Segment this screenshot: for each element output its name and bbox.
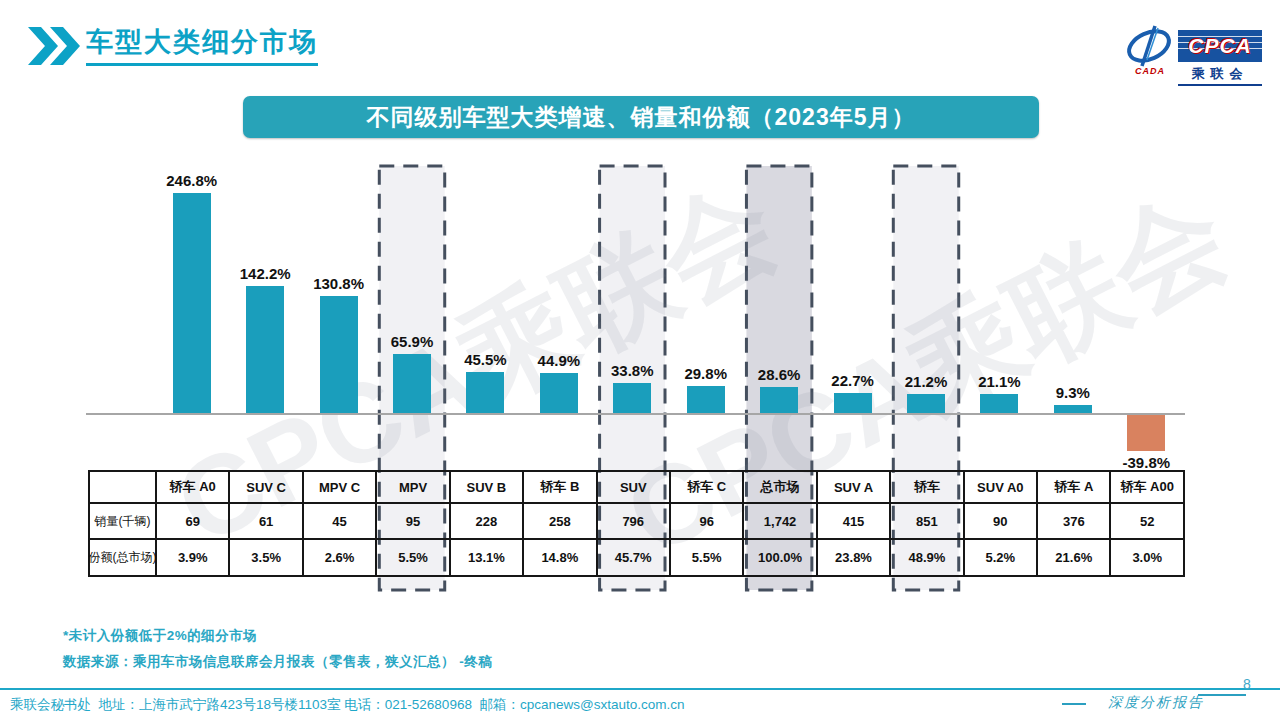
bar-MPV bbox=[393, 354, 431, 413]
table-sales-cell: 415 bbox=[818, 504, 891, 540]
table-header-cell: SUV bbox=[598, 472, 671, 504]
bar-轿车 bbox=[907, 394, 945, 413]
table-sales-cell: 90 bbox=[965, 504, 1038, 540]
table-header-cell: 轿车 A0 bbox=[157, 472, 230, 504]
table-header-cell: 总市场 bbox=[744, 472, 817, 504]
bar-轿车 A bbox=[1054, 405, 1092, 413]
table-header-cell: 轿车 B bbox=[524, 472, 597, 504]
table-sales-cell: 96 bbox=[671, 504, 744, 540]
table-share-cell: 3.0% bbox=[1111, 540, 1184, 577]
bar-value-label: 65.9% bbox=[369, 333, 455, 350]
table-sales-cell: 95 bbox=[377, 504, 450, 540]
table-header-cell: SUV B bbox=[451, 472, 524, 504]
table-share-cell: 100.0% bbox=[744, 540, 817, 577]
table-sales-cell: 851 bbox=[891, 504, 964, 540]
table-corner-cell bbox=[90, 472, 157, 504]
x-axis-line bbox=[86, 413, 1185, 415]
table-share-cell: 21.6% bbox=[1038, 540, 1111, 577]
bar-轿车 C bbox=[687, 386, 725, 413]
bar-SUV A bbox=[834, 393, 872, 413]
table-header-cell: MPV bbox=[377, 472, 450, 504]
bar-SUV bbox=[613, 383, 651, 413]
bar-SUV C bbox=[246, 286, 284, 413]
table-sales-cell: 228 bbox=[451, 504, 524, 540]
table-sales-cell: 1,742 bbox=[744, 504, 817, 540]
table-header-cell: 轿车 A bbox=[1038, 472, 1111, 504]
bar-value-label: 9.3% bbox=[1030, 384, 1116, 401]
table-header-cell: 轿车 A00 bbox=[1111, 472, 1184, 504]
bar-value-label: 246.8% bbox=[149, 172, 235, 189]
table-share-cell: 3.9% bbox=[157, 540, 230, 577]
table-share-cell: 5.5% bbox=[671, 540, 744, 577]
table-share-cell: 5.2% bbox=[965, 540, 1038, 577]
bar-value-label: -39.8% bbox=[1103, 454, 1189, 471]
table-header-cell: MPV C bbox=[304, 472, 377, 504]
table-header-cell: SUV C bbox=[230, 472, 303, 504]
bar-MPV C bbox=[320, 296, 358, 413]
table-share-cell: 45.7% bbox=[598, 540, 671, 577]
table-share-cell: 2.6% bbox=[304, 540, 377, 577]
table-sales-cell: 52 bbox=[1111, 504, 1184, 540]
table-share-cell: 23.8% bbox=[818, 540, 891, 577]
table-share-cell: 13.1% bbox=[451, 540, 524, 577]
table-row-label: 份额(总市场) bbox=[90, 540, 157, 577]
table-share-cell: 48.9% bbox=[891, 540, 964, 577]
bar-SUV B bbox=[466, 372, 504, 413]
bar-轿车 A00 bbox=[1127, 415, 1165, 451]
table-share-cell: 3.5% bbox=[230, 540, 303, 577]
table-sales-cell: 61 bbox=[230, 504, 303, 540]
table-share-cell: 5.5% bbox=[377, 540, 450, 577]
table-sales-cell: 45 bbox=[304, 504, 377, 540]
table-sales-cell: 69 bbox=[157, 504, 230, 540]
data-table: 轿车 A0SUV CMPV CMPVSUV B轿车 BSUV轿车 C总市场SUV… bbox=[88, 470, 1185, 577]
slide: 车型大类细分市场 CADA CPCA 乘联会 不同级别车型大类增速、销量和份额（… bbox=[0, 0, 1280, 720]
table-sales-cell: 258 bbox=[524, 504, 597, 540]
bar-value-label: 130.8% bbox=[296, 275, 382, 292]
table-header-cell: SUV A0 bbox=[965, 472, 1038, 504]
table-sales-cell: 796 bbox=[598, 504, 671, 540]
bar-轿车 B bbox=[540, 373, 578, 413]
bar-轿车 A0 bbox=[173, 193, 211, 413]
bar-SUV A0 bbox=[980, 394, 1018, 413]
table-share-cell: 14.8% bbox=[524, 540, 597, 577]
table-header-cell: 轿车 C bbox=[671, 472, 744, 504]
table-row-label: 销量(千辆) bbox=[90, 504, 157, 540]
table-header-cell: 轿车 bbox=[891, 472, 964, 504]
table-header-cell: SUV A bbox=[818, 472, 891, 504]
bar-总市场 bbox=[760, 387, 798, 413]
table-sales-cell: 376 bbox=[1038, 504, 1111, 540]
